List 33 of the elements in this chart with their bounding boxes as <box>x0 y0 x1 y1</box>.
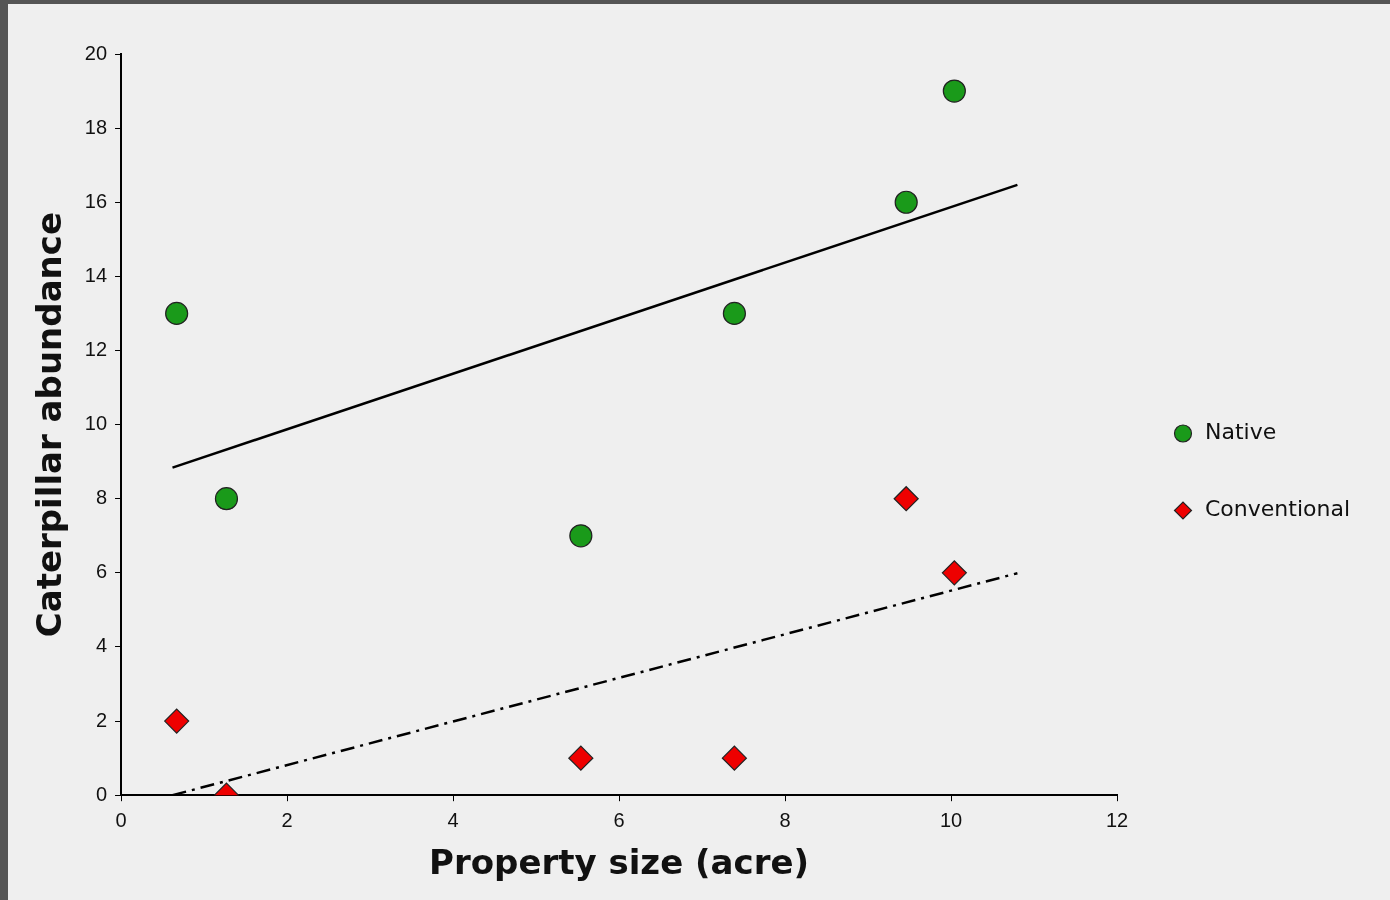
point <box>214 487 239 511</box>
x-tick-label: 2 <box>281 808 293 831</box>
y-tick-label: 6 <box>95 560 108 583</box>
point <box>893 486 919 512</box>
x-tick-label: 6 <box>613 808 625 831</box>
point <box>165 301 189 326</box>
y-tick-label: 16 <box>84 189 108 212</box>
y-tick-label: 2 <box>95 708 108 731</box>
y-tick-label: 18 <box>84 115 108 138</box>
legend-label: Native <box>1205 419 1277 445</box>
point <box>568 745 594 771</box>
point <box>722 301 746 326</box>
x-tick-label: 12 <box>1105 808 1129 831</box>
y-tick-label: 4 <box>95 634 108 657</box>
y-tick-label: 0 <box>95 782 108 805</box>
y-tick-label: 20 <box>84 41 108 64</box>
y-tick-label: 8 <box>95 486 108 509</box>
point <box>569 524 593 548</box>
point <box>164 708 190 734</box>
y-tick-label: 14 <box>84 263 108 286</box>
legend-label: Conventional <box>1205 496 1350 522</box>
y-tick-label: 10 <box>84 412 108 435</box>
y-axis-title: Caterpillar abundance <box>29 211 70 638</box>
y-tick-label: 12 <box>84 338 108 360</box>
x-tick-label: 4 <box>447 808 459 831</box>
x-tick-label: 10 <box>939 808 963 831</box>
x-axis-title: Property size (acre) <box>429 842 810 883</box>
point <box>721 745 747 771</box>
x-tick-label: 0 <box>115 808 127 831</box>
point <box>942 79 966 103</box>
point <box>894 190 918 214</box>
x-tick-label: 8 <box>779 808 791 831</box>
point <box>941 560 967 586</box>
